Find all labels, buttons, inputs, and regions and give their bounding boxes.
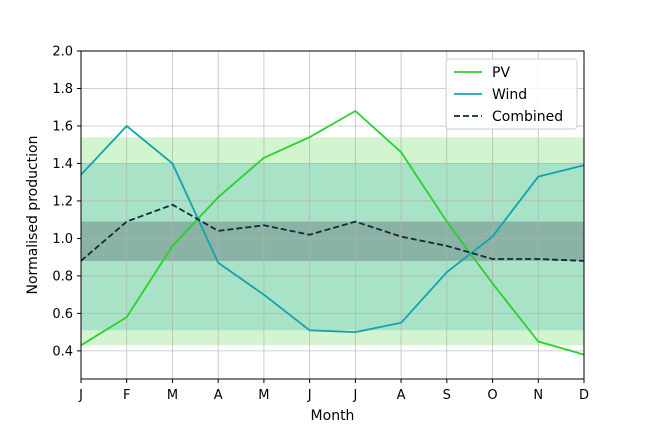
range-band-3	[81, 221, 584, 261]
legend-label-wind: Wind	[492, 87, 527, 103]
x-tick-label: J	[352, 388, 357, 403]
y-tick-label: 0.4	[52, 344, 73, 359]
legend-label-combined: Combined	[492, 109, 563, 125]
y-tick-label: 0.8	[52, 269, 73, 284]
y-tick-label: 1.4	[52, 157, 73, 172]
x-tick-label: O	[487, 388, 497, 403]
legend: PV Wind Combined	[445, 58, 578, 130]
x-tick-label: J	[78, 388, 83, 403]
x-tick-label: N	[533, 388, 543, 403]
x-tick-label: M	[258, 388, 269, 403]
x-tick-label: F	[123, 388, 130, 403]
y-tick-label: 2.0	[52, 45, 73, 60]
series-lines	[80, 110, 585, 356]
y-tick-label: 1.0	[52, 232, 73, 247]
x-axis-title: Month	[311, 408, 355, 424]
x-tick-label: A	[397, 388, 406, 403]
legend-box	[445, 58, 578, 130]
plot-frame	[80, 50, 585, 380]
y-tick-label: 1.6	[52, 119, 73, 134]
x-tick-label: A	[214, 388, 223, 403]
series-line-pv	[80, 110, 585, 356]
axis-ticks: J F M A M J J A S O N D 0.4 0.6 0.8 1.0 1.2 1.4 1.6 1.8 2.0	[52, 45, 589, 404]
range-bands	[81, 137, 584, 346]
x-tick-label: M	[167, 388, 178, 403]
y-tick-label: 1.2	[52, 194, 73, 209]
x-tick-label: J	[307, 388, 312, 403]
legend-label-pv: PV	[492, 65, 510, 81]
x-tick-label: S	[443, 388, 451, 403]
series-line-wind	[80, 125, 585, 334]
series-line-combined	[80, 203, 585, 262]
y-tick-label: 0.6	[52, 307, 73, 322]
y-axis-title: Normalised production	[25, 136, 41, 295]
x-tick-label: D	[579, 388, 589, 403]
y-tick-label: 1.8	[52, 82, 73, 97]
